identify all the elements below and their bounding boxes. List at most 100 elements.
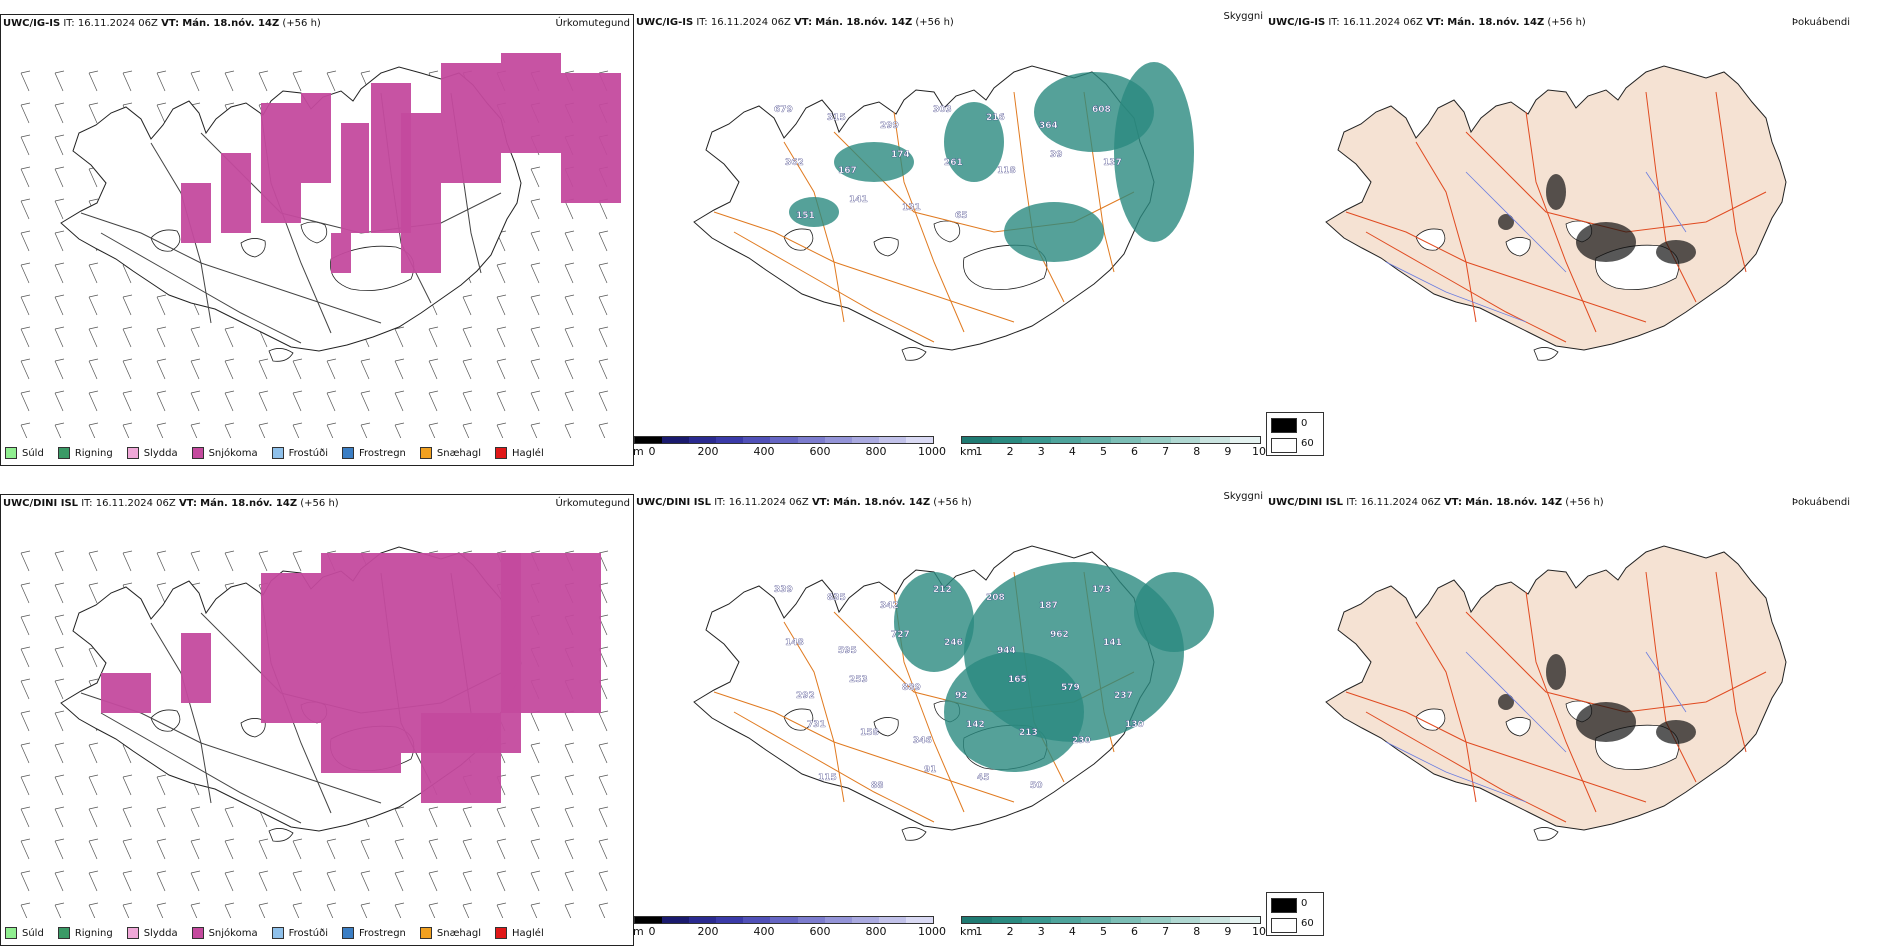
wind-barb (88, 806, 99, 828)
height-label: 595 (838, 646, 857, 656)
colorbar-segment (1230, 917, 1260, 923)
colorbar-segment (716, 437, 744, 443)
wind-barb (530, 902, 541, 918)
wind-barb (564, 806, 575, 828)
colorbar-tick: 200 (697, 925, 719, 938)
wind-barb (496, 806, 507, 828)
wind-barb (190, 70, 201, 92)
wind-barb (54, 582, 65, 604)
snow-area (181, 183, 211, 243)
river (1645, 171, 1687, 233)
colorbar-tick: 800 (865, 925, 887, 938)
fog-area (1498, 694, 1514, 710)
wind-barb (496, 262, 507, 284)
wind-barb (54, 390, 65, 412)
wind-barb (326, 902, 337, 918)
snow-area (261, 573, 321, 723)
precip-type-panel-bottom: UWC/DINI ISL IT: 16.11.2024 06Z VT: Mán.… (0, 494, 634, 946)
wind-barb (292, 70, 303, 92)
legend-swatch (126, 447, 139, 459)
colorbar-segment (1140, 437, 1171, 443)
low-visibility-area (1114, 62, 1194, 242)
wind-barb (122, 358, 133, 380)
wind-barb (394, 390, 405, 412)
wind-barb (564, 838, 575, 860)
height-label: 131 (902, 203, 921, 213)
wind-barb (88, 550, 99, 572)
height-label: 253 (849, 675, 868, 685)
wind-barb (54, 262, 65, 284)
height-label: 944 (997, 646, 1016, 656)
wind-barb (530, 742, 541, 764)
wind-barb (88, 902, 99, 918)
colorbar-segment (991, 917, 1022, 923)
precip-type-panel-top: UWC/IG-IS IT: 16.11.2024 06Z VT: Mán. 18… (0, 14, 634, 466)
fog-legend-swatch (1271, 418, 1297, 433)
height-label: 39 (1050, 150, 1063, 160)
panel-header: UWC/IG-IS IT: 16.11.2024 06Z VT: Mán. 18… (1268, 17, 1586, 28)
legend-label: Haglél (512, 927, 544, 939)
wind-barb (224, 806, 235, 828)
colorbar-segment (770, 437, 798, 443)
legend-item: Frostúði (271, 927, 328, 939)
height-label: 346 (913, 736, 932, 746)
wind-barb (224, 902, 235, 918)
wind-barb (20, 806, 31, 828)
colorbar-tick: 9 (1224, 445, 1232, 458)
height-label: 303 (933, 105, 952, 115)
snow-area (101, 673, 151, 713)
wind-barb (258, 870, 269, 892)
colorbar-tick: 5 (1099, 445, 1107, 458)
legend-label: Rigning (74, 447, 113, 459)
visibility-panel-top: UWC/IG-IS IT: 16.11.2024 06Z VT: Mán. 18… (633, 11, 1266, 466)
wind-barb (564, 358, 575, 380)
wind-barb (530, 774, 541, 796)
river (1645, 651, 1687, 713)
wind-barb (20, 870, 31, 892)
colorbar-tick: 8 (1193, 925, 1201, 938)
wind-barb (530, 262, 541, 284)
wind-barb (54, 358, 65, 380)
wind-barb (122, 550, 133, 572)
panel-title: Úrkomutegund (555, 18, 630, 29)
wind-barb (20, 550, 31, 572)
fog-area (1576, 702, 1636, 742)
colorbar-segment (1230, 437, 1260, 443)
wind-barb (530, 710, 541, 732)
wind-barb (88, 870, 99, 892)
wind-barb (20, 294, 31, 316)
legend-item: Snæhagl (419, 447, 481, 459)
visibility-map: 339 835 342 212 208 187 173 148 595 727 246 944 962 1… (693, 545, 1214, 841)
wind-barb (224, 390, 235, 412)
wind-barb (428, 422, 439, 438)
snow-area (321, 553, 401, 773)
wind-barb (88, 774, 99, 796)
wind-barb (156, 582, 167, 604)
height-label: 88 (871, 781, 884, 791)
colorbar-segment (878, 437, 906, 443)
height-label: 151 (796, 211, 815, 221)
height-label: 118 (997, 166, 1016, 176)
legend-swatch (342, 927, 354, 939)
wind-barb (54, 646, 65, 668)
wind-barb (156, 102, 167, 124)
snow-area (301, 93, 331, 183)
wind-barb (20, 774, 31, 796)
fog-area (1546, 654, 1566, 690)
wind-barb (224, 358, 235, 380)
legend-item: Frostregn (342, 447, 406, 459)
wind-barb (394, 326, 405, 348)
wind-barb (156, 294, 167, 316)
snow-area (501, 553, 601, 713)
wind-barb (190, 870, 201, 892)
wind-barb (156, 870, 167, 892)
height-label: 889 (902, 683, 921, 693)
height-label: 727 (891, 630, 910, 640)
legend-label: Slydda (143, 447, 178, 459)
wind-barb (326, 390, 337, 412)
wind-barb (20, 646, 31, 668)
height-label: 731 (807, 720, 826, 730)
wind-barb (54, 614, 65, 636)
colorbar-segment (1021, 437, 1052, 443)
wind-barb (564, 870, 575, 892)
